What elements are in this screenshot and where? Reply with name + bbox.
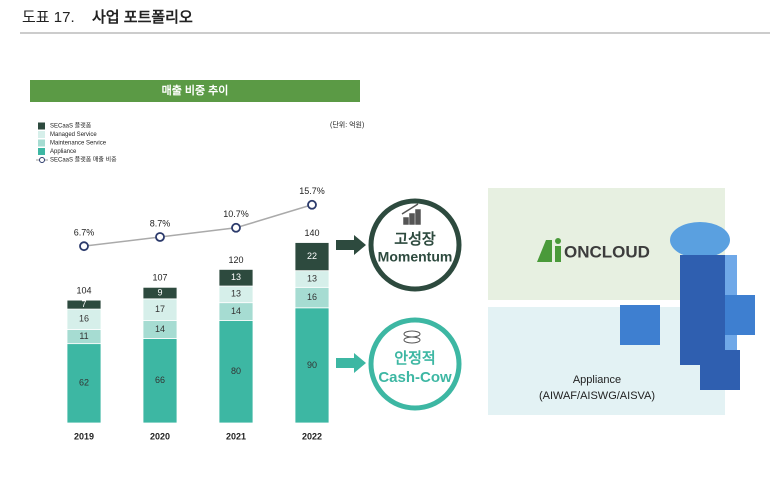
bar-segment bbox=[294, 307, 330, 424]
line-label: 6.7% bbox=[74, 228, 95, 238]
bar-value: 9 bbox=[157, 287, 162, 297]
bar-segment bbox=[142, 286, 178, 300]
stable-circle bbox=[368, 317, 462, 411]
line-point bbox=[307, 199, 317, 210]
growth-circle bbox=[368, 198, 462, 292]
bar-total: 140 bbox=[304, 228, 319, 238]
product-name: Appliance bbox=[573, 374, 621, 386]
bar-value: 16 bbox=[307, 292, 317, 302]
x-tick-label: 2019 bbox=[74, 431, 94, 441]
x-tick-label: 2020 bbox=[150, 431, 170, 441]
banner-text: 매출 비중 추이 bbox=[162, 83, 229, 97]
legend-label: SECaaS 플랫폼 매출 비중 bbox=[50, 156, 117, 164]
bar-value: 17 bbox=[155, 304, 165, 314]
legend-label: Maintenance Service bbox=[50, 141, 107, 147]
bar-value: 22 bbox=[307, 251, 317, 261]
bar-value: 13 bbox=[231, 272, 241, 282]
legend-label: Managed Service bbox=[50, 132, 97, 138]
line-label: 15.7% bbox=[299, 186, 325, 196]
figure-title: 사업 포트폴리오 bbox=[92, 9, 193, 26]
line-label: 10.7% bbox=[223, 209, 249, 219]
arrow bbox=[336, 235, 366, 255]
stable-subtitle: Cash-Cow bbox=[378, 369, 452, 386]
line-point bbox=[231, 222, 241, 233]
bar-total: 120 bbox=[228, 255, 243, 265]
product-detail: (AIWAF/AISWG/AISVA) bbox=[539, 390, 655, 402]
legend-marker bbox=[39, 157, 45, 163]
bar-value: 62 bbox=[79, 378, 89, 388]
stable-title: 안정적 bbox=[394, 349, 435, 367]
bar-value: 13 bbox=[231, 289, 241, 299]
bar-total: 104 bbox=[76, 285, 91, 295]
line-point bbox=[79, 241, 89, 252]
line-label: 8.7% bbox=[150, 218, 171, 228]
x-tick-label: 2021 bbox=[226, 431, 246, 441]
unit-note: (단위: 억원) bbox=[330, 120, 364, 129]
legend-swatch bbox=[38, 139, 45, 147]
brand-mark bbox=[537, 240, 561, 262]
x-tick-label: 2022 bbox=[302, 431, 322, 441]
brand-mark bbox=[555, 238, 561, 244]
bar-value: 90 bbox=[307, 360, 317, 370]
legend-swatch bbox=[38, 131, 45, 138]
arrow bbox=[336, 353, 366, 373]
bar-segment bbox=[66, 343, 102, 424]
brand-name: ONCLOUD bbox=[564, 242, 650, 261]
coin-icon bbox=[403, 336, 421, 344]
bar-value: 14 bbox=[155, 324, 165, 334]
bar-value: 13 bbox=[307, 273, 317, 283]
server-icon bbox=[620, 222, 755, 390]
bar-segment bbox=[218, 320, 254, 424]
bar-value: 14 bbox=[231, 306, 241, 316]
growth-icon bbox=[401, 203, 421, 225]
legend-swatch bbox=[38, 122, 45, 130]
growth-subtitle: Momentum bbox=[378, 249, 453, 265]
bar-value: 16 bbox=[79, 314, 89, 324]
bar-segment bbox=[218, 268, 254, 287]
banner bbox=[30, 80, 360, 102]
legend-label: Appliance bbox=[50, 149, 77, 155]
bar-segment bbox=[294, 242, 330, 272]
figure-label: 도표 17. bbox=[22, 9, 75, 26]
bar-segment bbox=[66, 299, 102, 310]
bar-segment bbox=[142, 338, 178, 424]
bar-value: 66 bbox=[155, 375, 165, 385]
legend-swatch bbox=[38, 148, 45, 155]
legend-label: SECaaS 플랫폼 bbox=[50, 122, 92, 130]
growth-title: 고성장 bbox=[394, 230, 436, 248]
bar-total: 107 bbox=[152, 273, 167, 283]
bar-value: 11 bbox=[79, 331, 88, 341]
bar-value: 80 bbox=[231, 366, 241, 376]
line-point bbox=[155, 232, 165, 242]
line bbox=[83, 204, 313, 247]
bar-value: 7 bbox=[81, 299, 86, 309]
